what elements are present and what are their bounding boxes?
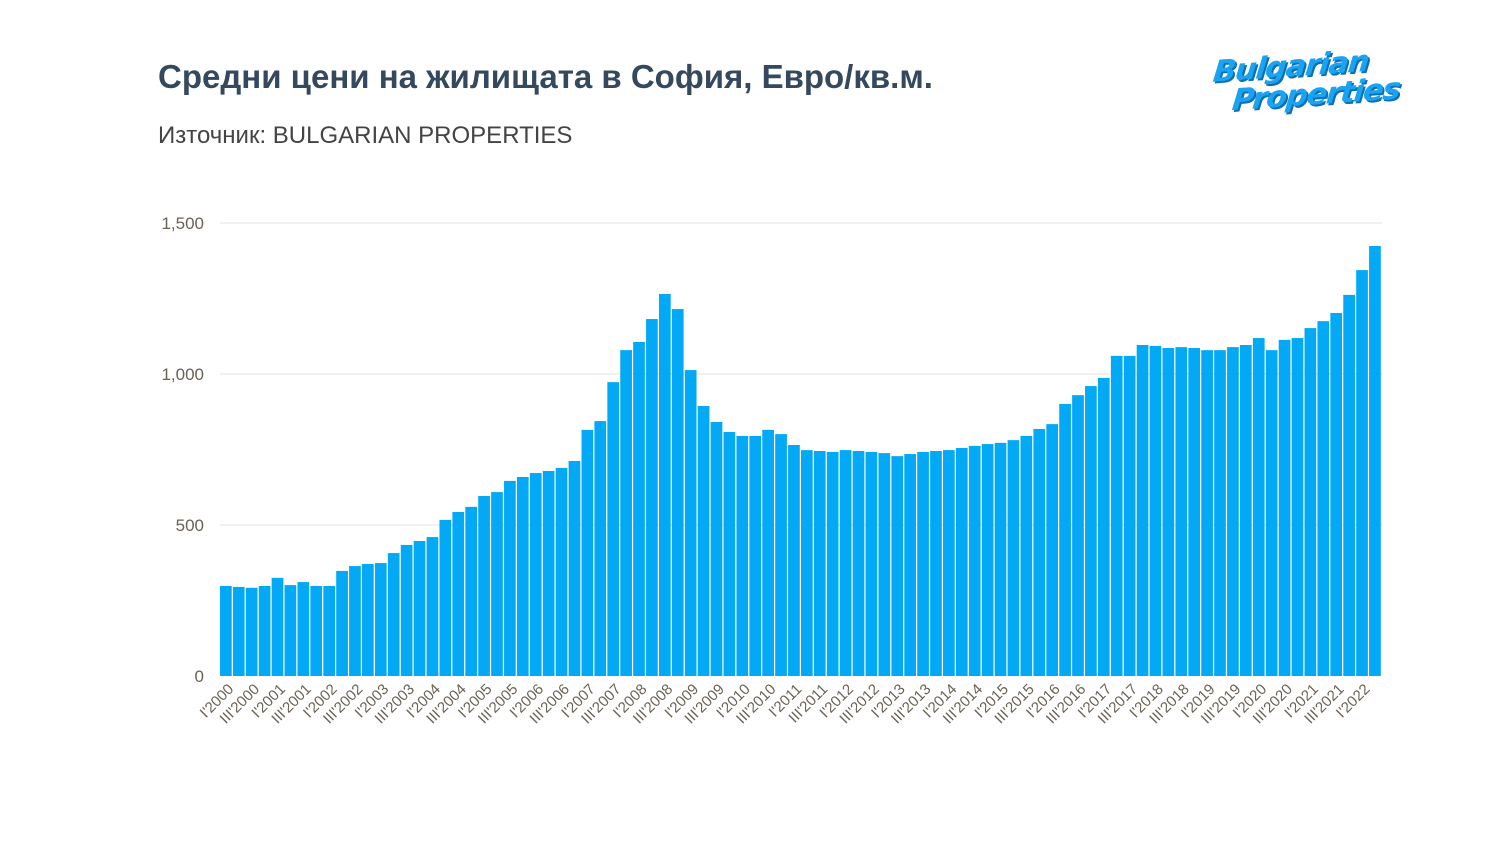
bar bbox=[801, 450, 813, 676]
bar bbox=[323, 586, 335, 676]
bar bbox=[1330, 312, 1343, 676]
bar bbox=[284, 585, 297, 676]
y-tick-label: 1,000 bbox=[161, 365, 204, 384]
chart-subtitle: Източник: BULGARIAN PROPERTIES bbox=[158, 122, 573, 149]
bar bbox=[968, 445, 981, 676]
bar bbox=[981, 444, 994, 676]
bar bbox=[1110, 355, 1123, 676]
bar bbox=[1162, 348, 1175, 676]
bar bbox=[1123, 355, 1136, 676]
bar bbox=[1317, 321, 1330, 676]
bar bbox=[1304, 328, 1317, 676]
bar bbox=[1214, 350, 1226, 676]
bar bbox=[1369, 245, 1381, 676]
bar bbox=[917, 451, 929, 676]
bar bbox=[1201, 350, 1213, 676]
chart-title: Средни цени на жилищата в София, Евро/кв… bbox=[158, 58, 933, 95]
bar bbox=[310, 586, 323, 676]
bar bbox=[568, 460, 581, 676]
y-tick-label: 500 bbox=[176, 516, 204, 535]
bar bbox=[336, 570, 348, 676]
bar bbox=[555, 467, 568, 676]
bar bbox=[1059, 403, 1071, 676]
bar bbox=[943, 450, 955, 676]
bar bbox=[362, 563, 374, 676]
bar bbox=[1097, 377, 1110, 676]
bar bbox=[620, 350, 632, 676]
bar bbox=[374, 563, 387, 676]
bar bbox=[904, 454, 916, 676]
bar bbox=[529, 473, 542, 676]
bar bbox=[994, 442, 1007, 676]
bar bbox=[607, 382, 620, 676]
bar bbox=[400, 544, 413, 676]
y-tick-label: 1,500 bbox=[161, 214, 204, 233]
bar bbox=[1175, 347, 1188, 676]
bar bbox=[671, 309, 684, 676]
bar bbox=[465, 506, 478, 676]
bar bbox=[955, 447, 968, 676]
bar bbox=[220, 586, 232, 676]
bar bbox=[1188, 348, 1201, 676]
bar bbox=[1278, 339, 1291, 676]
bar bbox=[1252, 338, 1265, 676]
bar bbox=[439, 519, 452, 676]
bar bbox=[813, 451, 826, 676]
bar bbox=[1291, 338, 1304, 676]
bar bbox=[749, 435, 762, 676]
bar bbox=[349, 566, 361, 676]
bar bbox=[491, 492, 503, 676]
bar bbox=[271, 577, 284, 676]
bar bbox=[245, 587, 258, 676]
bar bbox=[504, 480, 516, 676]
bar bbox=[762, 429, 774, 676]
bar bbox=[646, 319, 658, 676]
bar bbox=[452, 512, 465, 676]
bar bbox=[581, 429, 594, 676]
bar bbox=[1020, 435, 1033, 676]
bar bbox=[658, 293, 671, 676]
bar bbox=[1343, 294, 1355, 676]
bar bbox=[1136, 345, 1149, 676]
bar bbox=[633, 341, 645, 676]
bar bbox=[516, 476, 529, 676]
bar bbox=[852, 451, 865, 676]
bar bbox=[930, 451, 942, 676]
bar bbox=[1072, 395, 1084, 676]
bar bbox=[710, 422, 723, 676]
bar bbox=[1033, 428, 1046, 676]
bar bbox=[1085, 386, 1097, 676]
bar bbox=[788, 444, 800, 676]
bar bbox=[736, 435, 749, 676]
bar bbox=[1007, 440, 1020, 676]
bar bbox=[594, 421, 607, 676]
bar bbox=[387, 553, 400, 676]
bar bbox=[684, 370, 697, 676]
bar bbox=[1149, 345, 1162, 676]
bar bbox=[478, 496, 490, 676]
bar bbox=[891, 456, 904, 676]
bar bbox=[775, 434, 787, 676]
bar bbox=[1227, 347, 1239, 676]
bar bbox=[723, 431, 736, 676]
bar bbox=[865, 451, 878, 676]
bar bbox=[542, 470, 555, 676]
bar bbox=[297, 582, 310, 676]
bar bbox=[697, 406, 710, 676]
bar bbox=[878, 453, 891, 676]
bar bbox=[839, 450, 852, 676]
bar bbox=[1265, 350, 1278, 676]
bar bbox=[426, 537, 439, 676]
y-tick-label: 0 bbox=[195, 667, 204, 686]
bar bbox=[1356, 270, 1368, 676]
bar bbox=[413, 541, 426, 676]
bar bbox=[826, 451, 839, 676]
bar bbox=[1046, 424, 1059, 676]
bar bbox=[1239, 345, 1252, 676]
bar bbox=[232, 586, 245, 676]
bar bbox=[258, 586, 271, 676]
